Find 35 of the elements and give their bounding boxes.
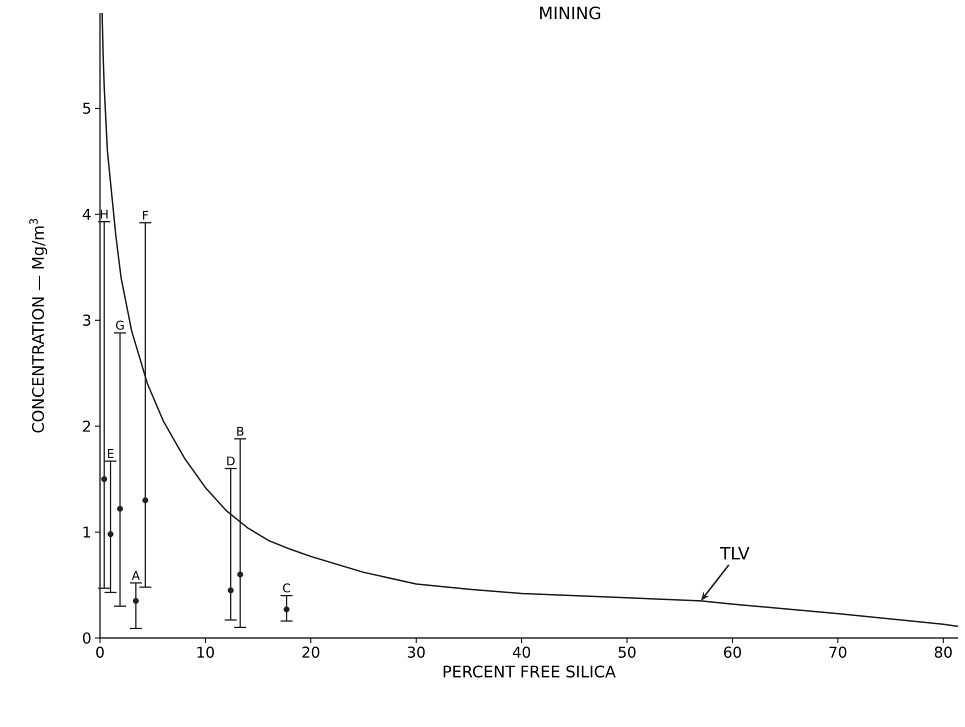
y-tick-label: 0 [82,632,90,644]
point [237,571,244,578]
point [101,476,108,482]
annotation: A [132,570,140,580]
point [142,497,148,504]
y-tick-label: 1 [84,526,90,538]
x-tick-label: 70 [830,646,846,658]
x-tick-label: 80 [934,646,952,658]
annotation: C [283,583,290,592]
x-tick-label: 20 [302,646,320,658]
x-tick-label: 60 [724,646,741,658]
point [108,531,114,538]
annotation: H [100,210,108,218]
x-tick-label: 50 [618,646,636,658]
annotation: G [116,320,124,330]
text: TLV [720,547,750,560]
x-tick-label: 0 [96,646,104,658]
point [284,606,290,612]
point [117,506,124,512]
annotation: E [108,449,114,458]
x-axis-title: PERCENT FREE SILICA [444,666,616,678]
x-tick-label: 30 [408,646,425,658]
annotation: D [227,456,235,466]
chart-title: MINING [540,6,600,20]
y-tick-label: 5 [83,102,90,114]
point [132,598,139,604]
y-tick-label: 4 [82,208,91,220]
y-tick-label: 2 [83,420,90,432]
x-tick-label: 40 [512,646,530,658]
y-tick-label: 3 [83,314,90,326]
y-axis-title: CONCENTRATION — Mg/m$^{3}$ [29,218,48,433]
point [228,587,234,594]
annotation: B [237,426,244,436]
x-tick-label: 10 [198,646,214,658]
annotation: F [143,210,148,220]
